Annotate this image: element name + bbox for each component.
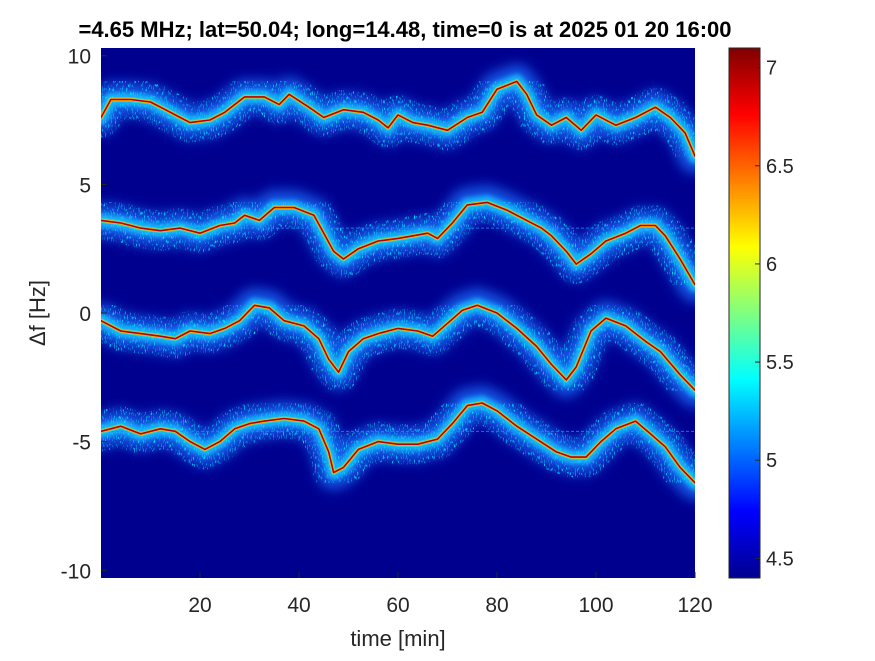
x-tick-label: 40 <box>287 594 310 617</box>
x-tick-label: 100 <box>578 594 613 617</box>
colorbar-ticks: 7 6.5 6 5.5 5 4.5 <box>755 58 794 570</box>
axes: 20 40 60 80 100 120 10 5 0 -5 -10 time [min] Δf [… <box>25 46 713 651</box>
colorbar-tick-label: 4.5 <box>766 548 794 570</box>
y-axis-label: Δf [Hz] <box>25 280 50 346</box>
x-tick-label: 60 <box>386 594 409 617</box>
y-tick-label: -5 <box>72 432 91 455</box>
colorbar: 7 6.5 6 5.5 5 4.5 <box>728 47 794 579</box>
chart-title: =4.65 MHz; lat=50.04; long=14.48, time=0… <box>78 17 731 42</box>
trace-1-core <box>101 80 695 157</box>
x-tick-label: 80 <box>485 594 508 617</box>
colorbar-gradient <box>728 47 761 579</box>
static-lines-layer <box>101 227 695 432</box>
trace-2-core <box>101 201 695 286</box>
y-tick-label: 5 <box>79 174 91 197</box>
colorbar-tick-label: 5.5 <box>766 352 794 374</box>
y-axis-ticks: 10 5 0 -5 -10 <box>61 46 107 583</box>
x-tick-label: 120 <box>677 594 712 617</box>
plot-area <box>101 48 695 578</box>
x-axis-label: time [min] <box>350 626 445 651</box>
y-tick-label: -10 <box>61 560 91 583</box>
trace-3-core <box>101 304 695 391</box>
trace-lines-layer <box>101 78 695 486</box>
colorbar-tick-label: 6.5 <box>766 156 794 178</box>
x-tick-label: 20 <box>188 594 211 617</box>
colorbar-tick-label: 7 <box>766 58 777 80</box>
y-tick-label: 0 <box>79 303 91 326</box>
colorbar-tick-label: 6 <box>766 254 777 276</box>
x-axis-ticks: 20 40 60 80 100 120 <box>188 572 713 617</box>
trace-4-core <box>101 402 695 484</box>
y-tick-label: 10 <box>68 46 91 69</box>
colorbar-tick-label: 5 <box>766 450 777 472</box>
